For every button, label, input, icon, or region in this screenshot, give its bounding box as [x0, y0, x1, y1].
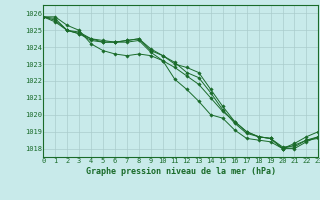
X-axis label: Graphe pression niveau de la mer (hPa): Graphe pression niveau de la mer (hPa) — [86, 167, 276, 176]
